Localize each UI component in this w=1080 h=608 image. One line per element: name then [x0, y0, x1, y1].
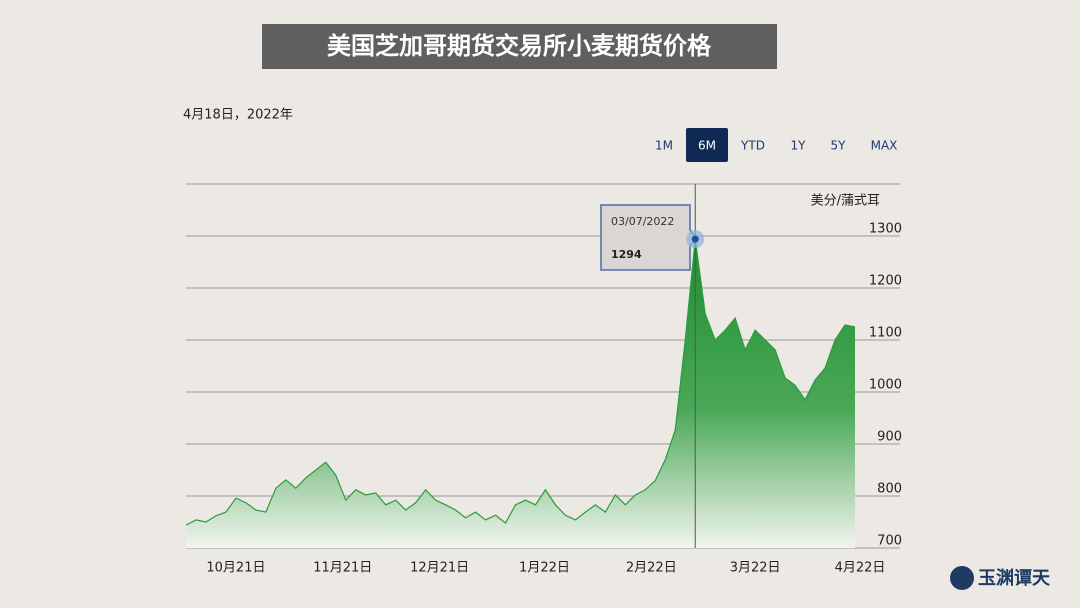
y-tick-label: 1100: [869, 326, 902, 341]
tooltip-value: 1294: [611, 248, 642, 261]
x-tick-label: 1月22日: [519, 561, 570, 576]
area: [186, 239, 856, 548]
x-tick-label: 12月21日: [410, 561, 469, 576]
x-tick-label: 11月21日: [313, 561, 372, 576]
title-banner: [262, 24, 777, 69]
tooltip-point: [691, 235, 699, 243]
y-tick-label: 1300: [869, 222, 902, 237]
subtitle: 4月18日，2022年: [183, 108, 293, 123]
range-button[interactable]: 5Y: [831, 139, 847, 153]
tooltip-date: 03/07/2022: [611, 215, 674, 228]
range-button[interactable]: MAX: [871, 139, 898, 153]
logo-text: 玉渊谭天: [978, 568, 1051, 589]
logo: 玉渊谭天: [950, 566, 1051, 590]
range-button[interactable]: YTD: [740, 139, 765, 153]
range-button[interactable]: 1M: [655, 139, 673, 153]
range-button[interactable]: 1Y: [791, 139, 807, 153]
x-tick-label: 2月22日: [626, 561, 677, 576]
line: [185, 239, 856, 526]
y-tick-label: 700: [877, 534, 902, 549]
y-tick-label: 900: [877, 430, 902, 445]
x-tick-label: 3月22日: [730, 561, 781, 576]
range-button[interactable]: 6M: [698, 139, 716, 153]
y-tick-label: 1000: [869, 378, 902, 393]
x-tick-label: 4月22日: [835, 561, 886, 576]
y-tick-label: 1200: [869, 274, 902, 289]
range-button-bg: [686, 128, 728, 162]
y-axis-label: 美分/蒲式耳: [811, 194, 880, 209]
chart-title: 美国芝加哥期货交易所小麦期货价格: [327, 32, 712, 60]
y-tick-label: 800: [877, 482, 902, 497]
logo-icon: [950, 566, 974, 590]
x-tick-label: 10月21日: [206, 561, 265, 576]
